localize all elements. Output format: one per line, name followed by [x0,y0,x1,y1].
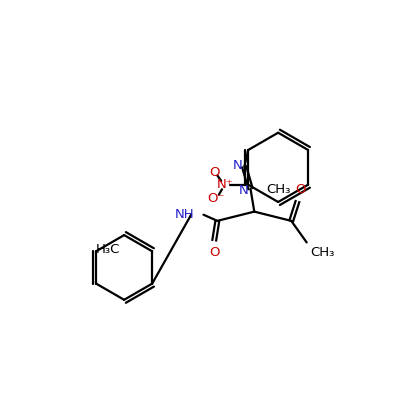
Text: O: O [209,166,220,179]
Text: H₃C: H₃C [96,243,120,256]
Text: N⁺: N⁺ [217,178,233,191]
Text: NH: NH [175,208,194,221]
Text: CH₃: CH₃ [266,183,290,196]
Text: O: O [209,246,220,259]
Text: N: N [239,184,248,196]
Text: O: O [295,183,306,196]
Text: O⁻: O⁻ [207,192,224,205]
Text: N: N [232,159,242,172]
Text: CH₃: CH₃ [310,246,335,259]
